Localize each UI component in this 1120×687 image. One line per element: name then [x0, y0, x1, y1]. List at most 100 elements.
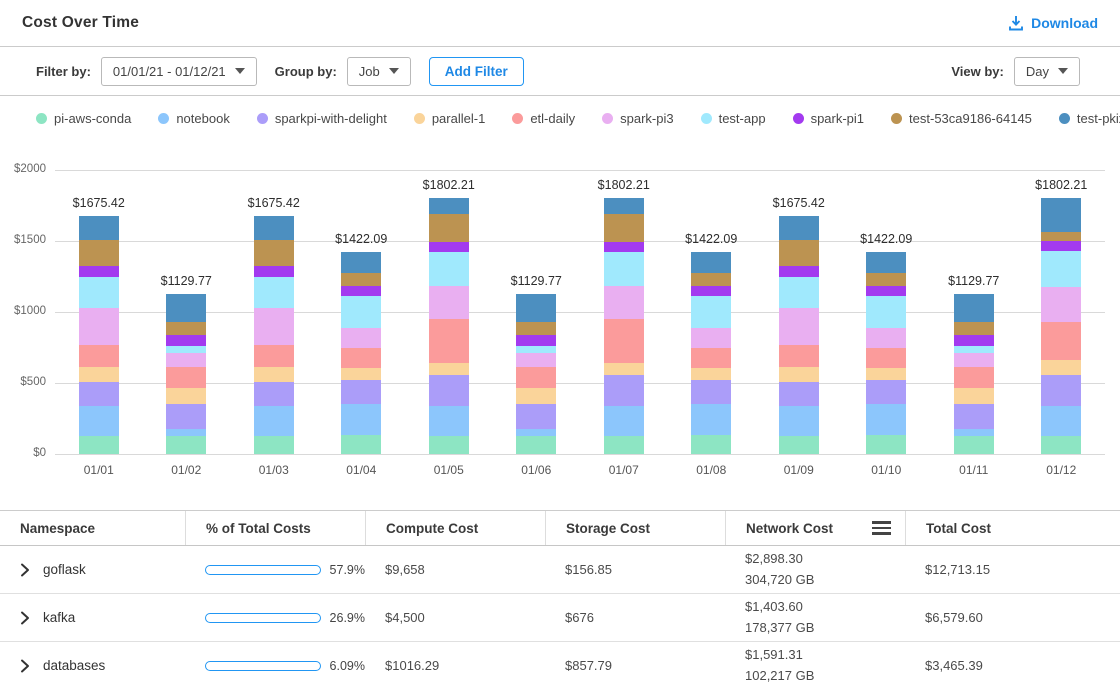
bar-segment-test-pkix[interactable]: [166, 294, 206, 322]
bar-segment-etl-daily[interactable]: [691, 348, 731, 369]
bar-segment-test-53ca9186-64145[interactable]: [604, 214, 644, 242]
bar-segment-test-pkix[interactable]: [691, 252, 731, 273]
bar-segment-test-pkix[interactable]: [516, 294, 556, 322]
legend-item-test-app[interactable]: test-app: [701, 111, 766, 126]
bar-segment-notebook[interactable]: [79, 406, 119, 435]
bar-segment-etl-daily[interactable]: [954, 367, 994, 388]
bar-segment-pi-aws-conda[interactable]: [691, 435, 731, 454]
bar-segment-notebook[interactable]: [866, 404, 906, 435]
add-filter-button[interactable]: Add Filter: [429, 57, 524, 86]
bar-segment-pi-aws-conda[interactable]: [341, 435, 381, 454]
bar-segment-test-53ca9186-64145[interactable]: [254, 240, 294, 266]
bar-segment-test-53ca9186-64145[interactable]: [866, 273, 906, 285]
bar-segment-pi-aws-conda[interactable]: [866, 435, 906, 454]
bar-segment-test-pkix[interactable]: [341, 252, 381, 273]
bar-segment-spark-pi3[interactable]: [254, 308, 294, 346]
bar-segment-notebook[interactable]: [341, 404, 381, 435]
bar-segment-parallel-1[interactable]: [1041, 360, 1081, 376]
bar-01/10[interactable]: [866, 252, 906, 454]
legend-item-notebook[interactable]: notebook: [158, 111, 230, 126]
bar-segment-test-53ca9186-64145[interactable]: [166, 322, 206, 335]
bar-segment-spark-pi1[interactable]: [341, 286, 381, 296]
bar-segment-sparkpi-with-delight[interactable]: [866, 380, 906, 404]
bar-01/04[interactable]: [341, 252, 381, 454]
bar-segment-test-53ca9186-64145[interactable]: [779, 240, 819, 266]
bar-01/08[interactable]: [691, 252, 731, 454]
bar-segment-pi-aws-conda[interactable]: [779, 436, 819, 454]
bar-segment-spark-pi1[interactable]: [166, 335, 206, 346]
bar-segment-etl-daily[interactable]: [516, 367, 556, 388]
bar-segment-sparkpi-with-delight[interactable]: [954, 404, 994, 430]
bar-segment-test-53ca9186-64145[interactable]: [429, 214, 469, 242]
legend-item-spark-pi1[interactable]: spark-pi1: [793, 111, 864, 126]
bar-segment-notebook[interactable]: [429, 406, 469, 435]
bar-segment-test-app[interactable]: [1041, 251, 1081, 287]
bar-segment-spark-pi1[interactable]: [954, 335, 994, 346]
chevron-right-icon[interactable]: [20, 611, 30, 625]
bar-segment-parallel-1[interactable]: [516, 388, 556, 404]
bar-01/09[interactable]: [779, 216, 819, 454]
bar-segment-test-app[interactable]: [516, 346, 556, 353]
bar-segment-spark-pi3[interactable]: [429, 286, 469, 319]
chevron-right-icon[interactable]: [20, 563, 30, 577]
legend-item-etl-daily[interactable]: etl-daily: [512, 111, 575, 126]
bar-segment-pi-aws-conda[interactable]: [254, 436, 294, 454]
bar-segment-test-app[interactable]: [429, 252, 469, 286]
bar-segment-notebook[interactable]: [1041, 406, 1081, 435]
bar-segment-spark-pi3[interactable]: [1041, 287, 1081, 322]
view-by-select[interactable]: Day: [1014, 57, 1080, 86]
bar-segment-test-app[interactable]: [79, 277, 119, 308]
bar-segment-test-app[interactable]: [341, 296, 381, 329]
legend-item-parallel-1[interactable]: parallel-1: [414, 111, 485, 126]
menu-icon[interactable]: [872, 521, 891, 535]
date-range-select[interactable]: 01/01/21 - 01/12/21: [101, 57, 257, 86]
bar-segment-sparkpi-with-delight[interactable]: [429, 375, 469, 406]
bar-01/11[interactable]: [954, 294, 994, 454]
bar-segment-test-pkix[interactable]: [866, 252, 906, 273]
bar-segment-spark-pi1[interactable]: [604, 242, 644, 252]
legend-item-sparkpi-with-delight[interactable]: sparkpi-with-delight: [257, 111, 387, 126]
bar-segment-test-app[interactable]: [691, 296, 731, 329]
bar-segment-sparkpi-with-delight[interactable]: [1041, 375, 1081, 406]
bar-01/05[interactable]: [429, 198, 469, 454]
bar-segment-sparkpi-with-delight[interactable]: [79, 382, 119, 407]
bar-segment-notebook[interactable]: [254, 406, 294, 435]
bar-segment-parallel-1[interactable]: [254, 367, 294, 382]
bar-segment-spark-pi3[interactable]: [516, 353, 556, 367]
bar-segment-parallel-1[interactable]: [341, 368, 381, 380]
bar-01/07[interactable]: [604, 198, 644, 454]
bar-segment-sparkpi-with-delight[interactable]: [779, 382, 819, 407]
bar-segment-sparkpi-with-delight[interactable]: [254, 382, 294, 407]
bar-segment-test-pkix[interactable]: [954, 294, 994, 322]
download-button[interactable]: Download: [1008, 15, 1098, 31]
bar-segment-spark-pi3[interactable]: [604, 286, 644, 319]
bar-segment-parallel-1[interactable]: [429, 363, 469, 375]
bar-segment-spark-pi3[interactable]: [779, 308, 819, 346]
bar-segment-test-app[interactable]: [166, 346, 206, 353]
bar-segment-etl-daily[interactable]: [254, 345, 294, 366]
bar-segment-test-app[interactable]: [254, 277, 294, 308]
bar-segment-spark-pi1[interactable]: [516, 335, 556, 346]
bar-segment-sparkpi-with-delight[interactable]: [516, 404, 556, 430]
bar-segment-parallel-1[interactable]: [166, 388, 206, 404]
bar-segment-etl-daily[interactable]: [429, 319, 469, 363]
bar-segment-test-app[interactable]: [866, 296, 906, 329]
bar-segment-parallel-1[interactable]: [866, 368, 906, 380]
bar-segment-spark-pi1[interactable]: [429, 242, 469, 252]
bar-segment-spark-pi1[interactable]: [79, 266, 119, 277]
legend-item-test-pkix[interactable]: test-pkix: [1059, 111, 1120, 126]
bar-segment-test-53ca9186-64145[interactable]: [1041, 232, 1081, 241]
bar-segment-spark-pi1[interactable]: [691, 286, 731, 296]
bar-segment-etl-daily[interactable]: [779, 345, 819, 366]
bar-segment-spark-pi3[interactable]: [166, 353, 206, 367]
bar-segment-test-pkix[interactable]: [1041, 198, 1081, 232]
bar-segment-test-pkix[interactable]: [429, 198, 469, 214]
chevron-right-icon[interactable]: [20, 659, 30, 673]
bar-01/02[interactable]: [166, 294, 206, 454]
bar-segment-test-pkix[interactable]: [79, 216, 119, 239]
bar-segment-spark-pi3[interactable]: [691, 328, 731, 347]
bar-segment-test-pkix[interactable]: [779, 216, 819, 239]
bar-01/01[interactable]: [79, 216, 119, 454]
bar-segment-test-53ca9186-64145[interactable]: [516, 322, 556, 335]
bar-segment-pi-aws-conda[interactable]: [954, 436, 994, 454]
